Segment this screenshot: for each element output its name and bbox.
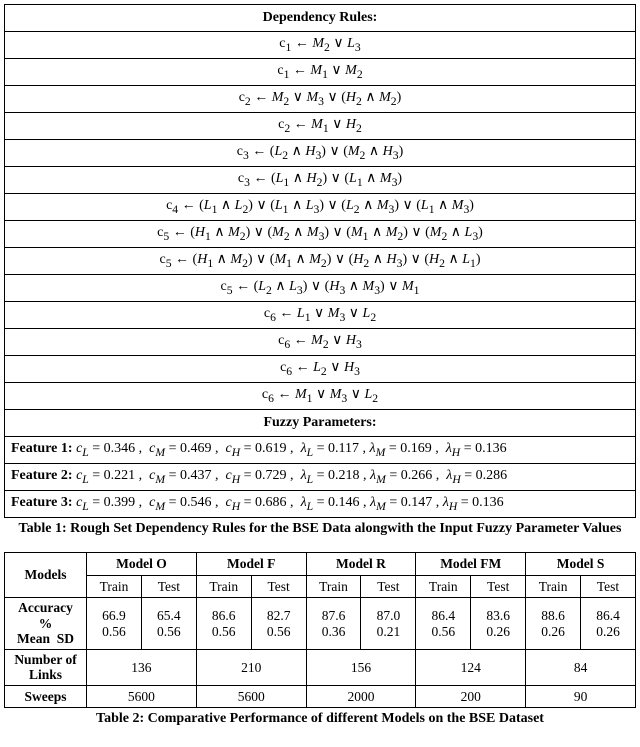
t2-cell: 86.40.56 [416, 598, 471, 650]
rule-cell: c5 ← (H1 ∧ M2) ∨ (M1 ∧ M2) ∨ (H2 ∧ H3) ∨… [5, 248, 636, 275]
t2-row: Number ofLinks13621015612484 [5, 649, 636, 685]
t2-cell: 136 [87, 649, 197, 685]
dependency-rules-table: Dependency Rules: c1 ← M2 ∨ L3c1 ← M1 ∨ … [4, 4, 636, 518]
rule-cell: c3 ← (L1 ∧ H2) ∨ (L1 ∧ M3) [5, 167, 636, 194]
t2-train: Train [87, 575, 142, 598]
t2-model-header: Model FM [416, 553, 526, 576]
t2-test: Test [251, 575, 306, 598]
t2-test: Test [581, 575, 636, 598]
t2-cell: 87.60.36 [306, 598, 361, 650]
t2-train: Train [416, 575, 471, 598]
t2-cell: 210 [196, 649, 306, 685]
rule-cell: c1 ← M2 ∨ L3 [5, 32, 636, 59]
t2-test: Test [361, 575, 416, 598]
t2-train: Train [196, 575, 251, 598]
t2-model-header: Model S [526, 553, 636, 576]
feature-row: Feature 1: cL = 0.346 , cM = 0.469 , cH … [5, 437, 636, 464]
t2-cell: 156 [306, 649, 416, 685]
t2-model-header: Model O [87, 553, 197, 576]
rule-cell: c6 ← M1 ∨ M3 ∨ L2 [5, 383, 636, 410]
feature-row: Feature 2: cL = 0.221 , cM = 0.437 , cH … [5, 464, 636, 491]
rule-cell: c1 ← M1 ∨ M2 [5, 59, 636, 86]
t2-cell: 200 [416, 685, 526, 708]
t2-cell: 84 [526, 649, 636, 685]
t2-test: Test [471, 575, 526, 598]
rule-cell: c6 ← M2 ∨ H3 [5, 329, 636, 356]
t2-cell: 5600 [87, 685, 197, 708]
rule-cell: c6 ← L1 ∨ M3 ∨ L2 [5, 302, 636, 329]
t2-cell: 90 [526, 685, 636, 708]
t2-row: Accuracy%Mean SD66.90.5665.40.5686.60.56… [5, 598, 636, 650]
rule-cell: c5 ← (L2 ∧ L3) ∨ (H3 ∧ M3) ∨ M1 [5, 275, 636, 302]
t2-train: Train [526, 575, 581, 598]
t2-cell: 87.00.21 [361, 598, 416, 650]
t2-cell: 5600 [196, 685, 306, 708]
rule-cell: c4 ← (L1 ∧ L2) ∨ (L1 ∧ L3) ∨ (L2 ∧ M3) ∨… [5, 194, 636, 221]
t2-header-row-1: Models Model O Model F Model R Model FM … [5, 553, 636, 576]
t2-row-label: Sweeps [5, 685, 87, 708]
table1-caption: Table 1: Rough Set Dependency Rules for … [4, 520, 636, 538]
t2-cell: 88.60.26 [526, 598, 581, 650]
table2-caption: Table 2: Comparative Performance of diff… [4, 710, 636, 728]
t2-cell: 86.40.26 [581, 598, 636, 650]
rules-header: Dependency Rules: [5, 5, 636, 32]
t2-model-header: Model R [306, 553, 416, 576]
params-header: Fuzzy Parameters: [5, 410, 636, 437]
t2-header-row-2: TrainTest TrainTest TrainTest TrainTest … [5, 575, 636, 598]
t2-cell: 2000 [306, 685, 416, 708]
t2-row: Sweeps56005600200020090 [5, 685, 636, 708]
rule-cell: c2 ← M1 ∨ H2 [5, 113, 636, 140]
t2-cell: 82.70.56 [251, 598, 306, 650]
t2-row-label: Number ofLinks [5, 649, 87, 685]
performance-table: Models Model O Model F Model R Model FM … [4, 552, 636, 708]
t2-cell: 83.60.26 [471, 598, 526, 650]
t2-cell: 66.90.56 [87, 598, 142, 650]
t2-models-header: Models [5, 553, 87, 598]
t2-cell: 86.60.56 [196, 598, 251, 650]
rule-cell: c2 ← M2 ∨ M3 ∨ (H2 ∧ M2) [5, 86, 636, 113]
t2-row-label: Accuracy%Mean SD [5, 598, 87, 650]
rule-cell: c3 ← (L2 ∧ H3) ∨ (M2 ∧ H3) [5, 140, 636, 167]
rule-cell: c5 ← (H1 ∧ M2) ∨ (M2 ∧ M3) ∨ (M1 ∧ M2) ∨… [5, 221, 636, 248]
t2-cell: 124 [416, 649, 526, 685]
t2-train: Train [306, 575, 361, 598]
t2-model-header: Model F [196, 553, 306, 576]
t2-cell: 65.40.56 [141, 598, 196, 650]
feature-row: Feature 3: cL = 0.399 , cM = 0.546 , cH … [5, 491, 636, 518]
rule-cell: c6 ← L2 ∨ H3 [5, 356, 636, 383]
t2-test: Test [141, 575, 196, 598]
